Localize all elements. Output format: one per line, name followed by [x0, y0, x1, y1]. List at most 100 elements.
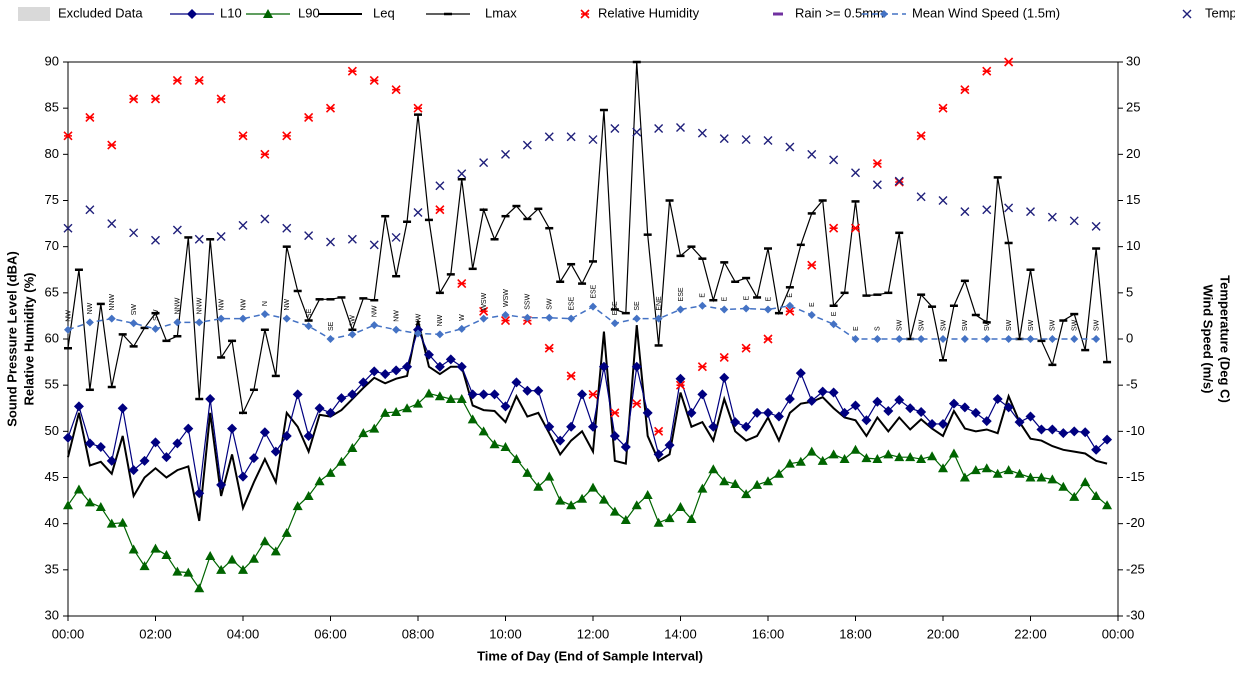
data-point: [1102, 500, 1113, 510]
data-point: [676, 123, 685, 133]
data-point: [741, 343, 751, 353]
y-tick-label: 75: [45, 192, 59, 207]
data-point: [588, 135, 598, 145]
data-point: [1091, 221, 1101, 231]
data-point: [73, 484, 84, 494]
legend-label: Relative Humidity: [598, 5, 700, 20]
data-point: [348, 330, 357, 339]
data-point: [73, 401, 84, 412]
data-point: [423, 388, 434, 398]
data-point: [566, 371, 576, 381]
wind-direction-label: SW: [1093, 319, 1100, 331]
data-point: [894, 176, 904, 186]
legend-symbol: [1182, 9, 1192, 19]
y-tick-label: 55: [45, 377, 59, 392]
y-tick-label: 45: [45, 469, 59, 484]
y2-tick-label: 30: [1126, 53, 1140, 68]
data-point: [106, 518, 117, 528]
data-point: [631, 361, 642, 372]
data-point: [1004, 335, 1013, 343]
wind-direction-label: ESE: [590, 284, 597, 298]
data-point: [270, 446, 281, 457]
data-point: [369, 75, 379, 86]
data-point: [817, 386, 828, 397]
data-point: [347, 234, 357, 244]
data-point: [63, 223, 73, 233]
wind-direction-label: SE: [306, 308, 313, 318]
data-point: [445, 394, 456, 404]
y-tick-label: 90: [45, 53, 59, 68]
data-point: [676, 305, 685, 314]
data-point: [259, 427, 270, 438]
data-point: [589, 302, 597, 311]
data-point: [533, 481, 544, 491]
legend-symbol: [187, 9, 197, 19]
wind-direction-label: NW: [415, 313, 422, 325]
data-point: [413, 208, 423, 217]
data-point: [917, 335, 926, 343]
data-point: [741, 421, 752, 432]
data-point: [151, 324, 160, 333]
data-point: [610, 408, 620, 418]
data-point: [839, 454, 850, 464]
data-point: [730, 478, 741, 488]
data-point: [304, 112, 314, 122]
data-point: [248, 553, 259, 563]
data-point: [259, 536, 270, 546]
data-point: [609, 506, 620, 516]
data-point: [631, 500, 642, 510]
wind-direction-label: SW: [962, 319, 969, 331]
data-point: [588, 389, 598, 399]
data-point: [784, 394, 795, 405]
data-point: [139, 455, 150, 466]
data-point: [828, 387, 839, 398]
data-point: [763, 135, 773, 145]
data-point: [238, 471, 248, 482]
x-tick-label: 18:00: [839, 626, 872, 641]
data-point: [391, 232, 401, 242]
data-point: [325, 407, 336, 418]
wind-direction-label: NW: [437, 314, 444, 326]
data-point: [347, 66, 357, 76]
wind-direction-label: SW: [984, 319, 991, 331]
y2-tick-label: -20: [1126, 515, 1145, 530]
y-tick-label: 35: [45, 561, 59, 576]
data-point: [697, 362, 707, 372]
data-point: [85, 318, 94, 327]
data-point: [1047, 212, 1057, 222]
data-point: [369, 423, 380, 433]
data-point: [544, 132, 554, 142]
wind-direction-label: N: [262, 301, 269, 306]
data-point: [445, 354, 456, 365]
data-point: [1003, 402, 1014, 413]
data-point: [107, 219, 117, 229]
data-point: [632, 127, 642, 137]
data-point: [392, 325, 401, 334]
x-tick-label: 12:00: [577, 626, 610, 641]
data-point: [927, 451, 938, 461]
data-point: [260, 310, 269, 319]
data-point: [1102, 434, 1113, 445]
data-point: [85, 205, 95, 215]
data-point: [435, 205, 445, 215]
data-point: [675, 502, 686, 512]
data-point: [795, 456, 806, 466]
data-point: [916, 131, 926, 141]
data-point: [63, 432, 73, 443]
data-point: [1091, 444, 1102, 455]
data-point: [654, 314, 663, 323]
wind-direction-label: SSW: [525, 293, 532, 309]
data-point: [194, 234, 204, 244]
data-point: [1025, 472, 1036, 482]
data-point: [850, 444, 861, 454]
wind-direction-label: NW: [65, 310, 72, 322]
data-point: [402, 361, 413, 372]
data-point: [610, 123, 620, 133]
data-point: [785, 306, 795, 316]
data-point: [304, 231, 314, 241]
legend-symbol: [580, 9, 590, 19]
series: [63, 57, 1014, 436]
legend-label: L10: [220, 5, 242, 20]
data-point: [139, 561, 150, 571]
data-point: [982, 335, 991, 343]
